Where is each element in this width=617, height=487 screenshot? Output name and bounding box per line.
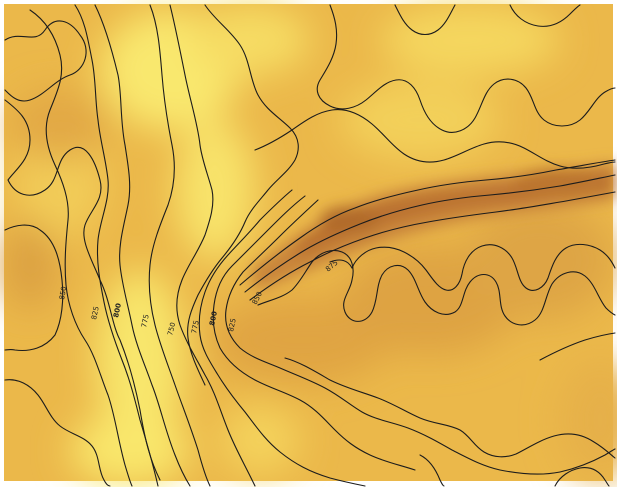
contour-line bbox=[419, 454, 445, 487]
contour-line bbox=[509, 4, 581, 27]
contour-line bbox=[554, 467, 610, 487]
contour-line bbox=[316, 4, 616, 133]
contour-line bbox=[187, 4, 299, 386]
contour-line bbox=[329, 243, 616, 291]
contour-line bbox=[29, 9, 133, 487]
contour-line bbox=[249, 191, 616, 301]
contour-line bbox=[212, 195, 416, 471]
contour-label: 750 bbox=[166, 322, 177, 337]
contour-label: 850 bbox=[58, 286, 68, 301]
contour-line bbox=[4, 379, 111, 487]
contour-line bbox=[4, 224, 64, 352]
contour-line bbox=[254, 109, 616, 169]
contour-label: 775 bbox=[190, 320, 201, 335]
contour-line bbox=[94, 4, 191, 487]
contour-line bbox=[4, 99, 161, 481]
contour-line bbox=[169, 4, 256, 487]
contour-label: 825 bbox=[90, 306, 101, 321]
contour-line bbox=[225, 199, 616, 475]
contour-line bbox=[198, 189, 366, 487]
contour-label: 800 bbox=[112, 302, 123, 318]
contour-label: 800 bbox=[208, 310, 219, 326]
contour-line bbox=[148, 4, 211, 487]
contour-line bbox=[74, 4, 159, 487]
contour-line bbox=[394, 4, 456, 36]
contour-label: 825 bbox=[227, 318, 238, 333]
contour-line bbox=[239, 159, 616, 286]
elevation-raster bbox=[2, 4, 617, 485]
contour-line bbox=[244, 174, 616, 293]
contour-label: 775 bbox=[140, 314, 151, 329]
contour-line bbox=[284, 357, 616, 459]
contour-lines bbox=[4, 4, 616, 487]
contour-line bbox=[539, 332, 616, 361]
contour-line bbox=[257, 249, 616, 326]
contour-line bbox=[4, 20, 87, 102]
